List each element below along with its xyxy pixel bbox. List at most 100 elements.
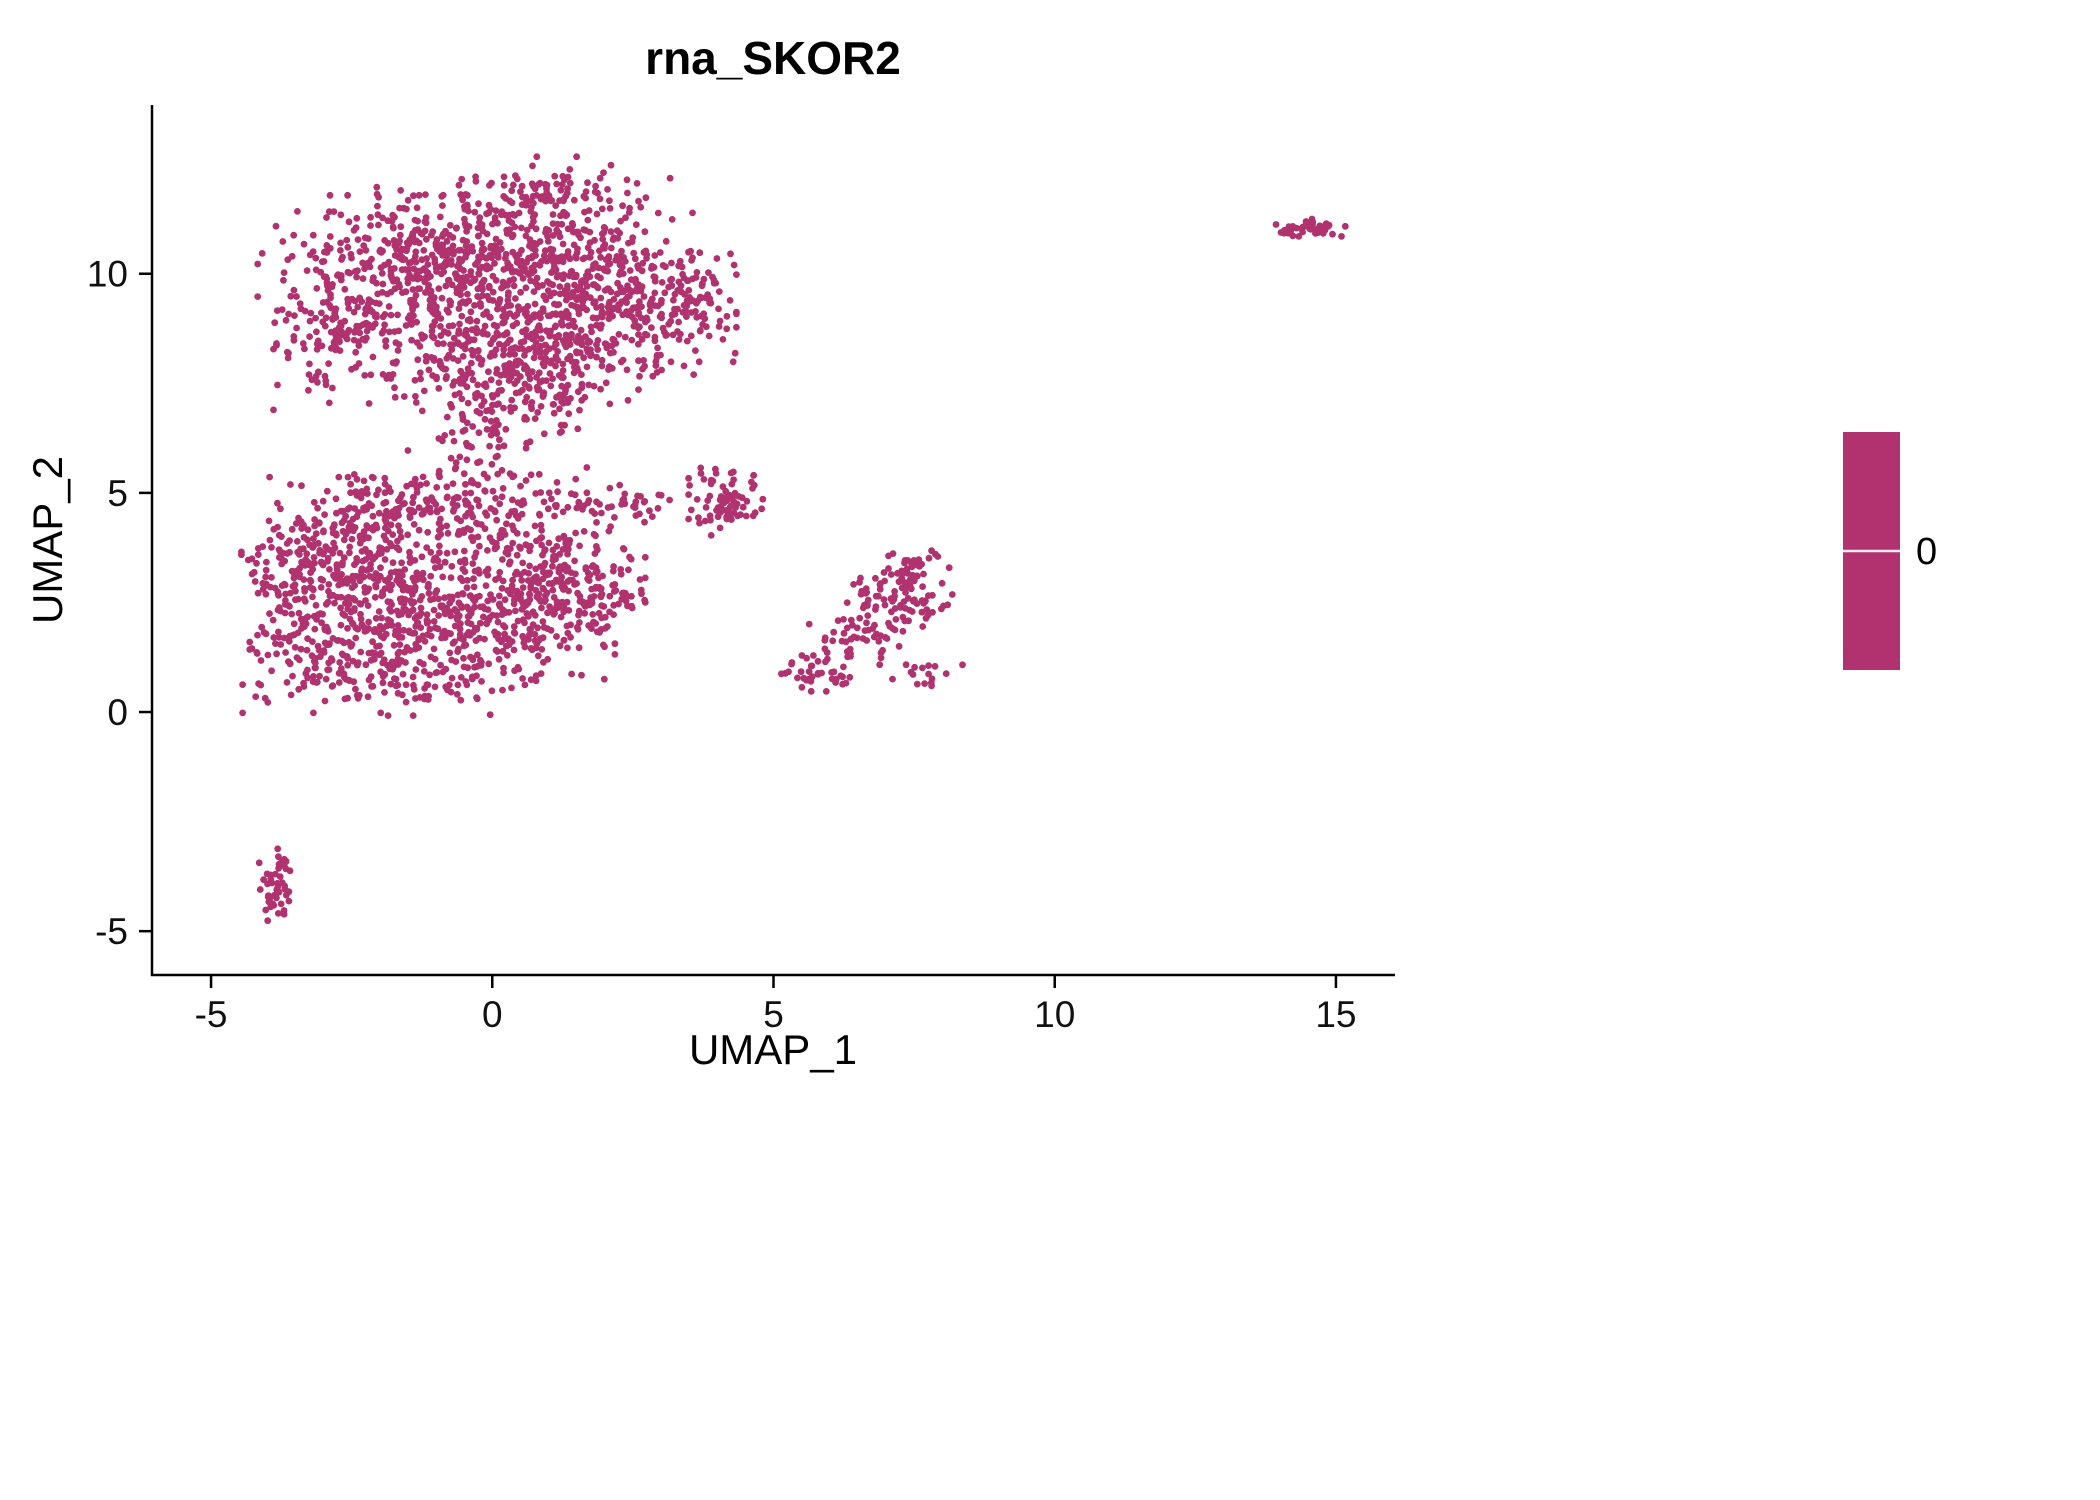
cell-point <box>554 348 562 355</box>
cell-point <box>467 478 475 486</box>
cell-point <box>487 340 494 348</box>
cell-point <box>473 317 481 325</box>
cell-point <box>354 625 362 633</box>
cell-point <box>509 496 516 504</box>
cell-point <box>555 229 563 237</box>
cell-point <box>880 596 888 603</box>
cell-point <box>347 480 354 488</box>
cell-point <box>521 380 529 388</box>
cell-point <box>343 236 351 244</box>
cell-point <box>326 191 334 199</box>
cell-point <box>326 233 334 240</box>
cell-point <box>687 332 695 340</box>
cell-point <box>575 310 583 318</box>
cell-point <box>723 325 731 333</box>
cell-point <box>387 521 395 529</box>
cell-point <box>325 581 333 588</box>
y-tick-label: 10 <box>87 254 128 295</box>
cell-point <box>919 583 926 590</box>
cell-point <box>618 595 626 603</box>
cell-point <box>426 625 434 633</box>
cell-point <box>568 220 576 227</box>
cell-point <box>601 287 609 294</box>
cell-point <box>416 342 424 350</box>
cell-point <box>408 480 415 488</box>
cell-point <box>669 331 677 339</box>
cell-point <box>583 489 591 497</box>
cell-point <box>256 886 264 893</box>
cell-point <box>397 247 405 255</box>
cell-point <box>308 376 316 384</box>
cell-point <box>356 600 364 607</box>
cell-point <box>731 349 739 357</box>
cell-point <box>556 391 564 399</box>
cell-point <box>346 549 353 557</box>
cell-point <box>280 269 288 276</box>
cell-point <box>376 622 384 630</box>
cell-point <box>509 181 517 189</box>
cell-point <box>448 674 456 682</box>
cell-point <box>526 375 534 383</box>
cell-point <box>920 570 927 578</box>
cell-point <box>549 281 557 289</box>
cell-point <box>319 576 327 584</box>
cell-point <box>454 681 462 689</box>
cell-point <box>277 505 284 513</box>
cell-point <box>447 341 454 348</box>
cell-point <box>299 340 307 347</box>
cell-point <box>310 657 318 665</box>
cell-point <box>829 637 837 645</box>
cell-point <box>452 464 460 471</box>
cell-point <box>545 539 553 547</box>
cell-point <box>519 559 527 567</box>
cell-point <box>856 614 864 622</box>
cell-point <box>536 326 544 334</box>
cell-point <box>614 235 622 242</box>
cell-point <box>568 267 576 275</box>
cell-point <box>464 576 471 584</box>
cell-point <box>477 300 484 307</box>
cell-point <box>408 336 415 344</box>
cell-point <box>410 192 417 200</box>
cell-point <box>436 563 444 571</box>
cell-point <box>849 621 856 629</box>
cell-point <box>441 558 449 566</box>
cell-point <box>483 265 491 273</box>
cell-point <box>460 267 467 274</box>
cell-point <box>518 345 526 352</box>
cell-point <box>419 334 426 342</box>
cell-point <box>463 441 471 449</box>
cell-point <box>830 668 838 676</box>
cell-point <box>596 195 604 203</box>
cell-point <box>474 533 482 541</box>
cell-point <box>471 553 478 561</box>
cell-point <box>532 565 540 573</box>
cell-point <box>467 526 474 534</box>
cell-point <box>656 249 664 256</box>
cell-point <box>489 220 496 228</box>
cell-point <box>423 544 431 551</box>
cell-point <box>540 430 548 438</box>
cell-point <box>457 367 465 375</box>
cell-point <box>475 429 483 437</box>
cell-point <box>470 336 478 344</box>
cell-point <box>420 387 428 395</box>
cell-point <box>453 515 461 522</box>
x-tick-label: 10 <box>1034 994 1075 1035</box>
cell-point <box>524 599 532 607</box>
cell-point <box>547 327 554 335</box>
cell-point <box>389 559 397 567</box>
cell-point <box>637 314 645 322</box>
cell-point <box>423 480 430 487</box>
cell-point <box>630 249 638 257</box>
cell-point <box>298 558 305 566</box>
cell-point <box>416 369 424 377</box>
cell-point <box>626 553 633 561</box>
cell-point <box>467 489 475 497</box>
cell-point <box>509 522 516 530</box>
cell-point <box>641 553 649 561</box>
cell-point <box>346 543 354 551</box>
cell-point <box>267 899 275 907</box>
cell-point <box>696 249 704 257</box>
cell-point <box>495 340 503 348</box>
